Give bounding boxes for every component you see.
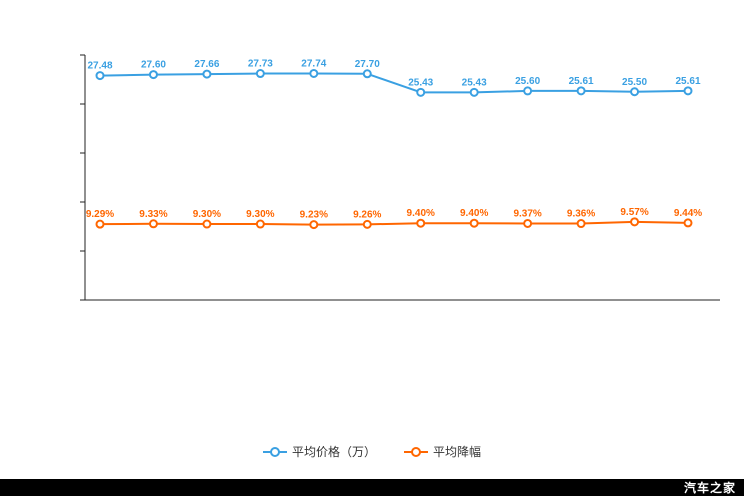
series-line-1	[99, 220, 689, 226]
data-point[interactable]	[255, 219, 265, 229]
data-label: 9.40%	[407, 208, 435, 219]
data-label: 9.29%	[86, 209, 114, 220]
data-point[interactable]	[469, 87, 479, 97]
data-label: 9.37%	[513, 208, 541, 219]
data-label: 9.36%	[567, 209, 595, 220]
legend-marker-price-icon	[262, 446, 287, 458]
data-point[interactable]	[95, 71, 105, 81]
legend-label-avg-price: 平均价格（万）	[291, 445, 376, 459]
data-label: 9.57%	[620, 207, 648, 218]
chart-legend: 平均价格（万） 平均降幅	[0, 443, 744, 460]
data-point[interactable]	[202, 219, 212, 229]
data-point[interactable]	[683, 86, 693, 96]
data-label: 27.48	[87, 61, 112, 72]
watermark-bar: 汽车之家	[0, 479, 744, 496]
data-label: 25.61	[675, 76, 700, 87]
data-label: 25.50	[622, 77, 647, 88]
data-point[interactable]	[469, 218, 479, 228]
data-point[interactable]	[362, 69, 372, 79]
legend-item-avg-price[interactable]: 平均价格（万）	[262, 443, 376, 460]
data-point[interactable]	[148, 70, 158, 80]
data-label: 9.40%	[460, 208, 488, 219]
data-point[interactable]	[416, 218, 426, 228]
data-point[interactable]	[523, 218, 533, 228]
data-label: 25.43	[408, 77, 433, 88]
data-point[interactable]	[630, 217, 640, 227]
legend-marker-discount-icon	[404, 446, 428, 458]
data-label: 27.60	[141, 60, 166, 71]
data-point[interactable]	[95, 219, 105, 229]
data-point[interactable]	[362, 219, 372, 229]
data-label: 27.74	[301, 58, 326, 69]
data-point[interactable]	[630, 87, 640, 97]
data-point[interactable]	[202, 69, 212, 79]
watermark-text: 汽车之家	[683, 481, 736, 495]
data-label: 25.60	[515, 76, 540, 87]
line-chart: 27.48 27.60 27.66 27.73 27.74 27.70 25.43 25.43…	[80, 54, 720, 301]
data-label: 9.26%	[353, 209, 381, 220]
data-point[interactable]	[309, 68, 319, 78]
data-point[interactable]	[576, 86, 586, 96]
data-point[interactable]	[309, 220, 319, 230]
data-point[interactable]	[255, 69, 265, 79]
data-label: 25.61	[569, 76, 594, 87]
legend-item-avg-discount[interactable]: 平均降幅	[404, 443, 481, 460]
data-label: 27.70	[355, 59, 380, 70]
data-point[interactable]	[416, 87, 426, 97]
series-line-0	[99, 72, 689, 94]
data-point[interactable]	[148, 219, 158, 229]
data-point[interactable]	[576, 219, 586, 229]
data-label: 27.73	[248, 59, 273, 70]
data-label: 9.33%	[139, 209, 167, 220]
data-label: 9.30%	[246, 209, 274, 220]
data-label: 27.66	[194, 59, 219, 70]
data-label: 9.44%	[674, 208, 702, 219]
data-point[interactable]	[683, 218, 693, 228]
data-label: 9.23%	[300, 210, 328, 221]
data-label: 25.43	[462, 77, 487, 88]
data-label: 9.30%	[193, 209, 221, 220]
data-point[interactable]	[523, 86, 533, 96]
legend-label-avg-discount: 平均降幅	[433, 445, 482, 459]
